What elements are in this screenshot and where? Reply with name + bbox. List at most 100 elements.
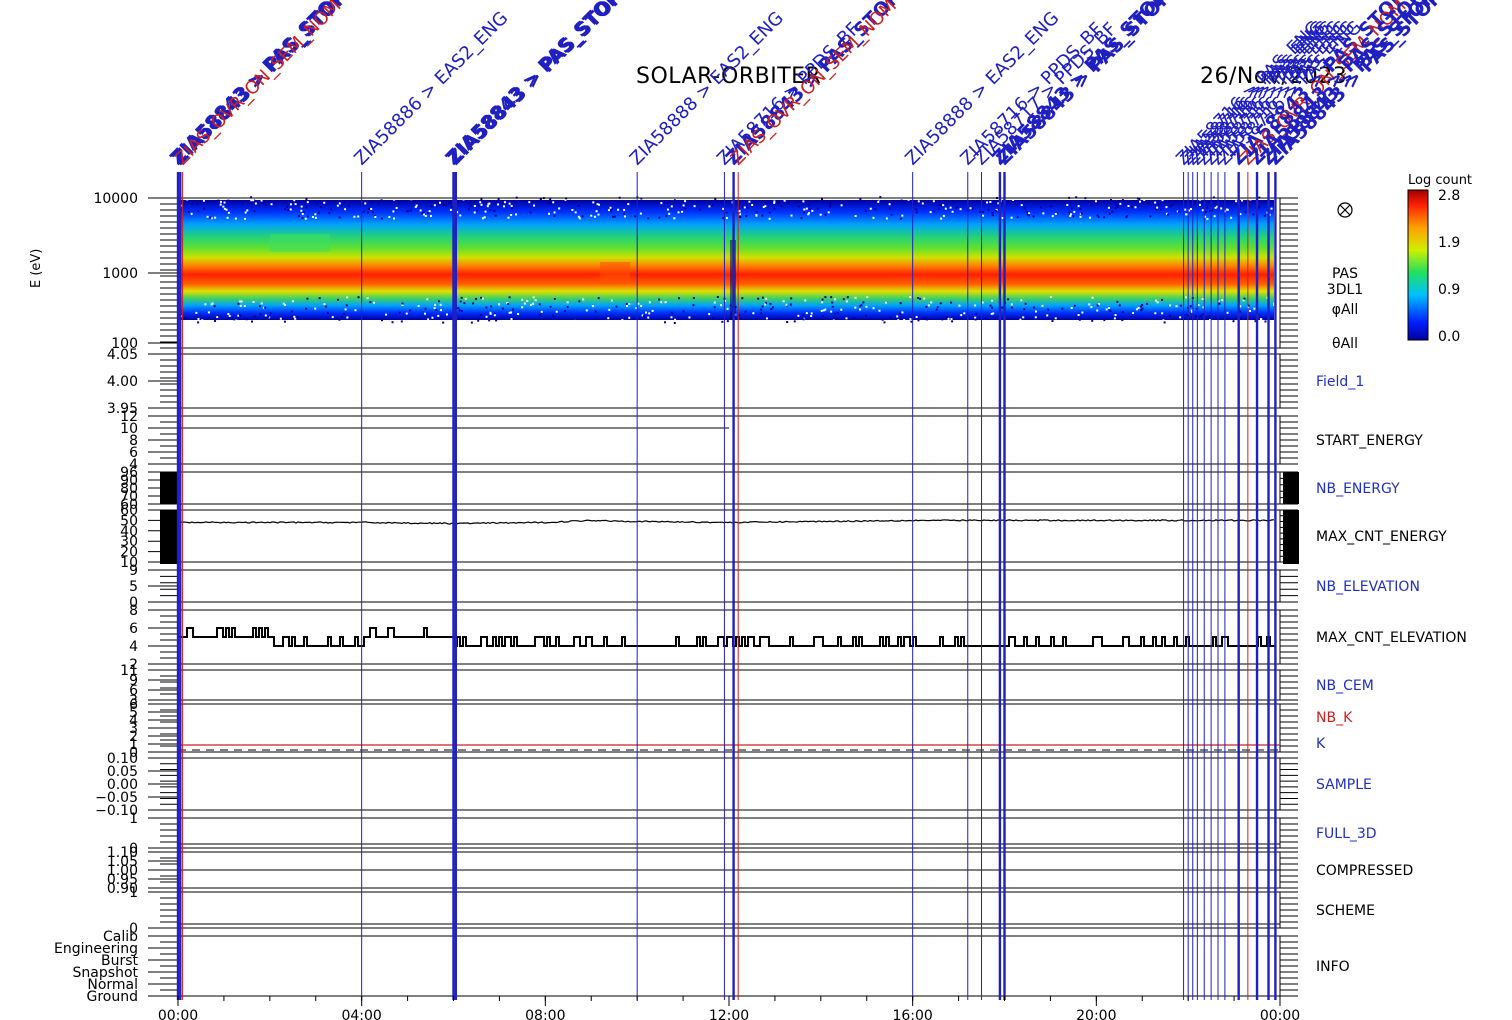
y-tick-label: 0.05: [107, 764, 138, 780]
spectrogram-label: PAS: [1332, 266, 1358, 282]
y-tick-label: 90: [120, 473, 138, 489]
y-tick-label: 4: [129, 639, 138, 655]
y-tick-label: 1.00: [107, 863, 138, 879]
max-cnt-elevation-trace: [178, 627, 1276, 647]
y-tick-label: −0.10: [95, 803, 138, 819]
y-tick-label: 20: [120, 545, 138, 561]
panel-label: MAX_CNT_ENERGY: [1316, 529, 1447, 545]
panel-field1: 4.05 4.00 3.95 Field_1: [107, 347, 1364, 417]
marker-label: ZIA58886 > EAS2_ENG: [350, 8, 512, 170]
panel-frame: [177, 757, 1281, 811]
y-tick-label: 1000: [102, 266, 138, 282]
panel-frame: [177, 669, 1281, 701]
marker-label: ZIAS_OVR_ON_SEM_NOM: [727, 0, 901, 170]
y-tick-label: 80: [120, 481, 138, 497]
y-tick-label: 70: [120, 489, 138, 505]
y-tick-label: 60: [120, 503, 138, 519]
y-tick-label: 0.10: [107, 751, 138, 767]
panel-frame: [177, 935, 1281, 997]
y-tick-label: 3: [129, 693, 138, 709]
panel-nb_elevation: 950 NB_ELEVATION: [129, 563, 1420, 611]
y-tick-label: Snapshot: [73, 965, 139, 981]
y-tick-label: 6: [129, 697, 138, 713]
panel-max_cnt_elevation: 8 6 4 2 MAX_CNT_ELEVATION: [129, 603, 1467, 673]
y-tick-label: 2: [129, 729, 138, 745]
panel-frame: [177, 353, 1281, 409]
y-tick-label: 4.05: [107, 347, 138, 363]
panel-frame: [177, 509, 1281, 563]
marker-label: ZIA58843 > PAS_STOP: [444, 0, 628, 170]
spectrogram-label: 3DL1: [1327, 282, 1363, 298]
y-tick-label: 96: [120, 465, 138, 481]
panel-frame: [177, 569, 1281, 603]
panel-frame: [177, 415, 1281, 465]
panel-frame: [177, 891, 1281, 929]
panel-label: MAX_CNT_ELEVATION: [1316, 630, 1467, 646]
y-tick-label: 1.10: [107, 845, 138, 861]
y-tick-label: 1: [129, 737, 138, 753]
x-tick-label: 20:00: [1076, 1008, 1116, 1020]
panel-label: NB_K: [1316, 710, 1353, 726]
x-tick-label: 08:00: [525, 1008, 565, 1020]
panel-info: CalibEngineeringBurstSnapshotNormalGroun…: [54, 929, 1350, 1005]
y-tick-label: 0.00: [107, 777, 138, 793]
panel-extra-label: K: [1316, 736, 1326, 752]
y-tick-label: 0.90: [107, 881, 138, 897]
y-tick-label: 6: [129, 445, 138, 461]
edge-block: [1283, 510, 1299, 564]
y-tick-label: 0.95: [107, 872, 138, 888]
colorbar-tick-label: 0.9: [1438, 282, 1460, 298]
x-tick-label: 12:00: [709, 1008, 749, 1020]
edge-block: [160, 472, 178, 504]
y-tick-label: 4: [129, 457, 138, 473]
y-tick-label: 0: [129, 841, 138, 857]
marker-label: ZIA58843 > PAS_STOP: [992, 0, 1176, 170]
panel-label: NB_CEM: [1316, 678, 1374, 694]
y-tick-label: 5: [129, 579, 138, 595]
data-traces: [177, 427, 1280, 925]
y-tick-label: 0: [129, 745, 138, 761]
edge-block: [160, 510, 178, 564]
x-tick-label: 16:00: [892, 1008, 932, 1020]
y-tick-label: 0: [129, 921, 138, 937]
y-tick-label: Ground: [87, 989, 139, 1005]
y-tick-label: 6: [129, 621, 138, 637]
y-tick-label: 30: [120, 534, 138, 550]
y-tick-label: 10000: [93, 191, 138, 207]
y-tick-label: 8: [129, 603, 138, 619]
y-tick-label: 9: [129, 673, 138, 689]
y-tick-label: 8: [129, 433, 138, 449]
panel-full_3d: 1 0 FULL_3D: [129, 811, 1377, 857]
y-tick-label: 1: [129, 811, 138, 827]
panel-label: NB_ENERGY: [1316, 481, 1400, 497]
y-tick-label: 40: [120, 524, 138, 540]
y-tick-label: 3: [129, 721, 138, 737]
y-tick-label: 10: [120, 555, 138, 571]
y-tick-label: Engineering: [54, 941, 138, 957]
colorbar-tick-label: 2.8: [1438, 188, 1460, 204]
y-tick-label: 60: [120, 497, 138, 513]
panel-frame: [177, 471, 1281, 505]
y-tick-label: Burst: [101, 953, 139, 969]
y-tick-label: 12: [120, 409, 138, 425]
y-tick-label: 9: [129, 563, 138, 579]
edge-block: [1283, 472, 1299, 504]
y-tick-label: 100: [111, 336, 138, 352]
panel-label: SCHEME: [1316, 903, 1375, 919]
y-tick-label: 6: [129, 683, 138, 699]
spectrogram-label: θAll: [1332, 336, 1358, 352]
panel-label: Field_1: [1316, 374, 1364, 390]
colorbar-tick-label: 0.0: [1438, 329, 1460, 345]
max-cnt-energy-trace: [177, 519, 1275, 525]
panel-label: FULL_3D: [1316, 826, 1377, 842]
marker-label: ZIA58717 > PPDS_BF: [970, 19, 1121, 170]
chart-title: SOLAR-ORBITER: [636, 64, 822, 89]
panel-label: COMPRESSED: [1316, 863, 1413, 879]
